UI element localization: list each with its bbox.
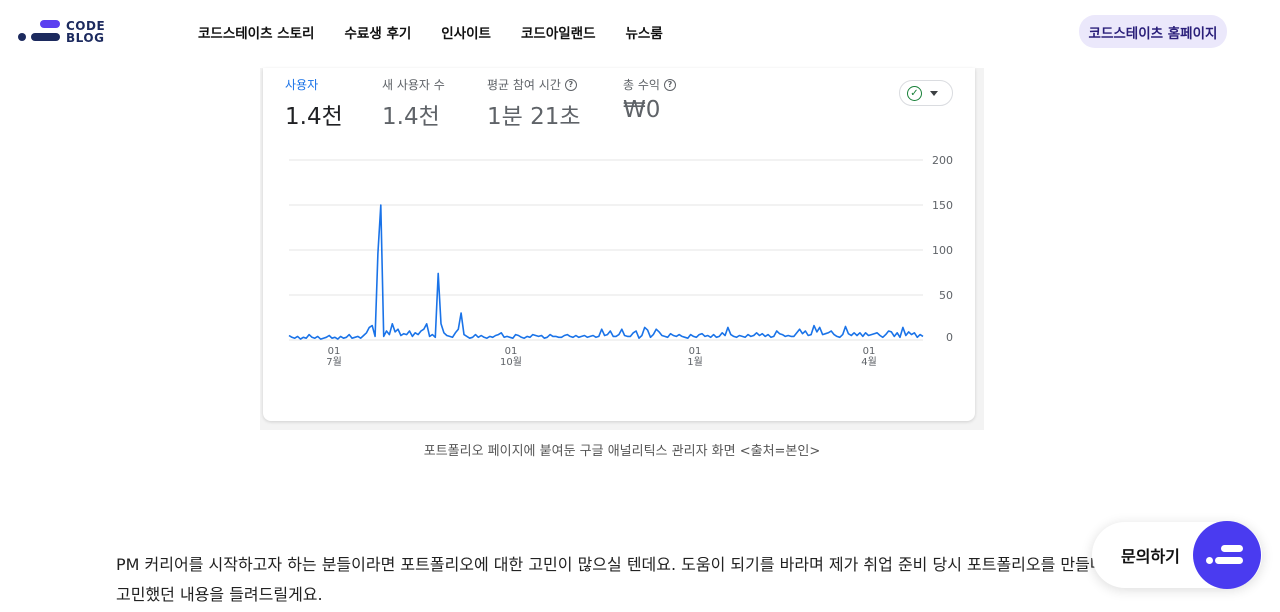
x-tick-month: 1월 <box>687 356 703 368</box>
analytics-screenshot-figure: 사용자 1.4천 새 사용자 수 1.4천 평균 참여 시간? 1분 21초 총… <box>260 68 984 430</box>
metric-total-revenue[interactable]: 총 수익? ₩0 <box>623 76 676 123</box>
y-tick-label: 100 <box>932 244 953 257</box>
help-icon[interactable]: ? <box>663 78 676 91</box>
logo-line-2: BLOG <box>66 31 105 45</box>
x-tick-day: 01 <box>689 346 702 357</box>
nav-item-codeisland[interactable]: 코드아일랜드 <box>520 26 596 42</box>
y-tick-label: 50 <box>939 289 953 302</box>
metric-value: 1.4천 <box>285 104 343 130</box>
y-tick-label: 200 <box>932 154 953 167</box>
users-series-line <box>288 204 924 340</box>
metric-new-users[interactable]: 새 사용자 수 1.4천 <box>382 76 445 131</box>
nav-item-newsroom[interactable]: 뉴스룸 <box>625 26 663 42</box>
y-tick-label: 150 <box>932 199 953 212</box>
metric-label: 평균 참여 시간 <box>487 78 561 92</box>
logo-mark-icon <box>18 18 62 46</box>
analytics-card: 사용자 1.4천 새 사용자 수 1.4천 평균 참여 시간? 1분 21초 총… <box>263 68 975 421</box>
check-circle-icon: ✓ <box>907 85 922 101</box>
metric-label: 사용자 <box>285 78 319 92</box>
figure-caption: 포트폴리오 페이지에 붙여둔 구글 애널리틱스 관리자 화면 <출처=본인> <box>423 444 821 459</box>
metric-value: 1분 21초 <box>487 104 581 130</box>
site-header: CODE BLOG 코드스테이츠 스토리 수료생 후기 인사이트 코드아일랜드 … <box>0 0 1280 68</box>
chevron-down-icon <box>930 90 938 96</box>
x-tick-month: 4월 <box>861 356 877 368</box>
logo-line-1: CODE <box>66 19 106 33</box>
x-tick-day: 01 <box>863 346 876 357</box>
contact-label: 문의하기 <box>1121 547 1180 566</box>
nav-item-reviews[interactable]: 수료생 후기 <box>344 26 412 42</box>
main-nav: 코드스테이츠 스토리 수료생 후기 인사이트 코드아일랜드 뉴스룸 <box>198 22 663 42</box>
chat-launcher-button[interactable] <box>1193 521 1261 589</box>
metric-users[interactable]: 사용자 1.4천 <box>285 76 343 131</box>
metric-value: 1.4천 <box>382 104 440 130</box>
data-status-dropdown[interactable]: ✓ <box>899 80 953 106</box>
y-tick-label: 0 <box>946 331 953 344</box>
metric-value: ₩0 <box>623 97 661 123</box>
contact-widget[interactable]: 문의하기 <box>1092 521 1262 589</box>
nav-item-insight[interactable]: 인사이트 <box>441 26 491 42</box>
x-tick-day: 01 <box>328 346 341 357</box>
logo-text: CODE BLOG <box>66 20 105 44</box>
x-tick-day: 01 <box>505 346 518 357</box>
help-icon[interactable]: ? <box>564 78 577 91</box>
x-tick-month: 10월 <box>500 356 522 368</box>
metric-label: 새 사용자 수 <box>382 78 445 92</box>
x-tick-month: 7월 <box>326 356 342 368</box>
metric-avg-engagement[interactable]: 평균 참여 시간? 1분 21초 <box>487 76 581 131</box>
article-paragraph: PM 커리어를 시작하고자 하는 분들이라면 포트폴리오에 대한 고민이 많으실… <box>116 555 1105 604</box>
nav-item-story[interactable]: 코드스테이츠 스토리 <box>198 26 315 42</box>
homepage-button[interactable]: 코드스테이츠 홈페이지 <box>1079 15 1227 48</box>
metric-label: 총 수익 <box>623 78 660 92</box>
code-blog-logo[interactable]: CODE BLOG <box>18 18 105 46</box>
